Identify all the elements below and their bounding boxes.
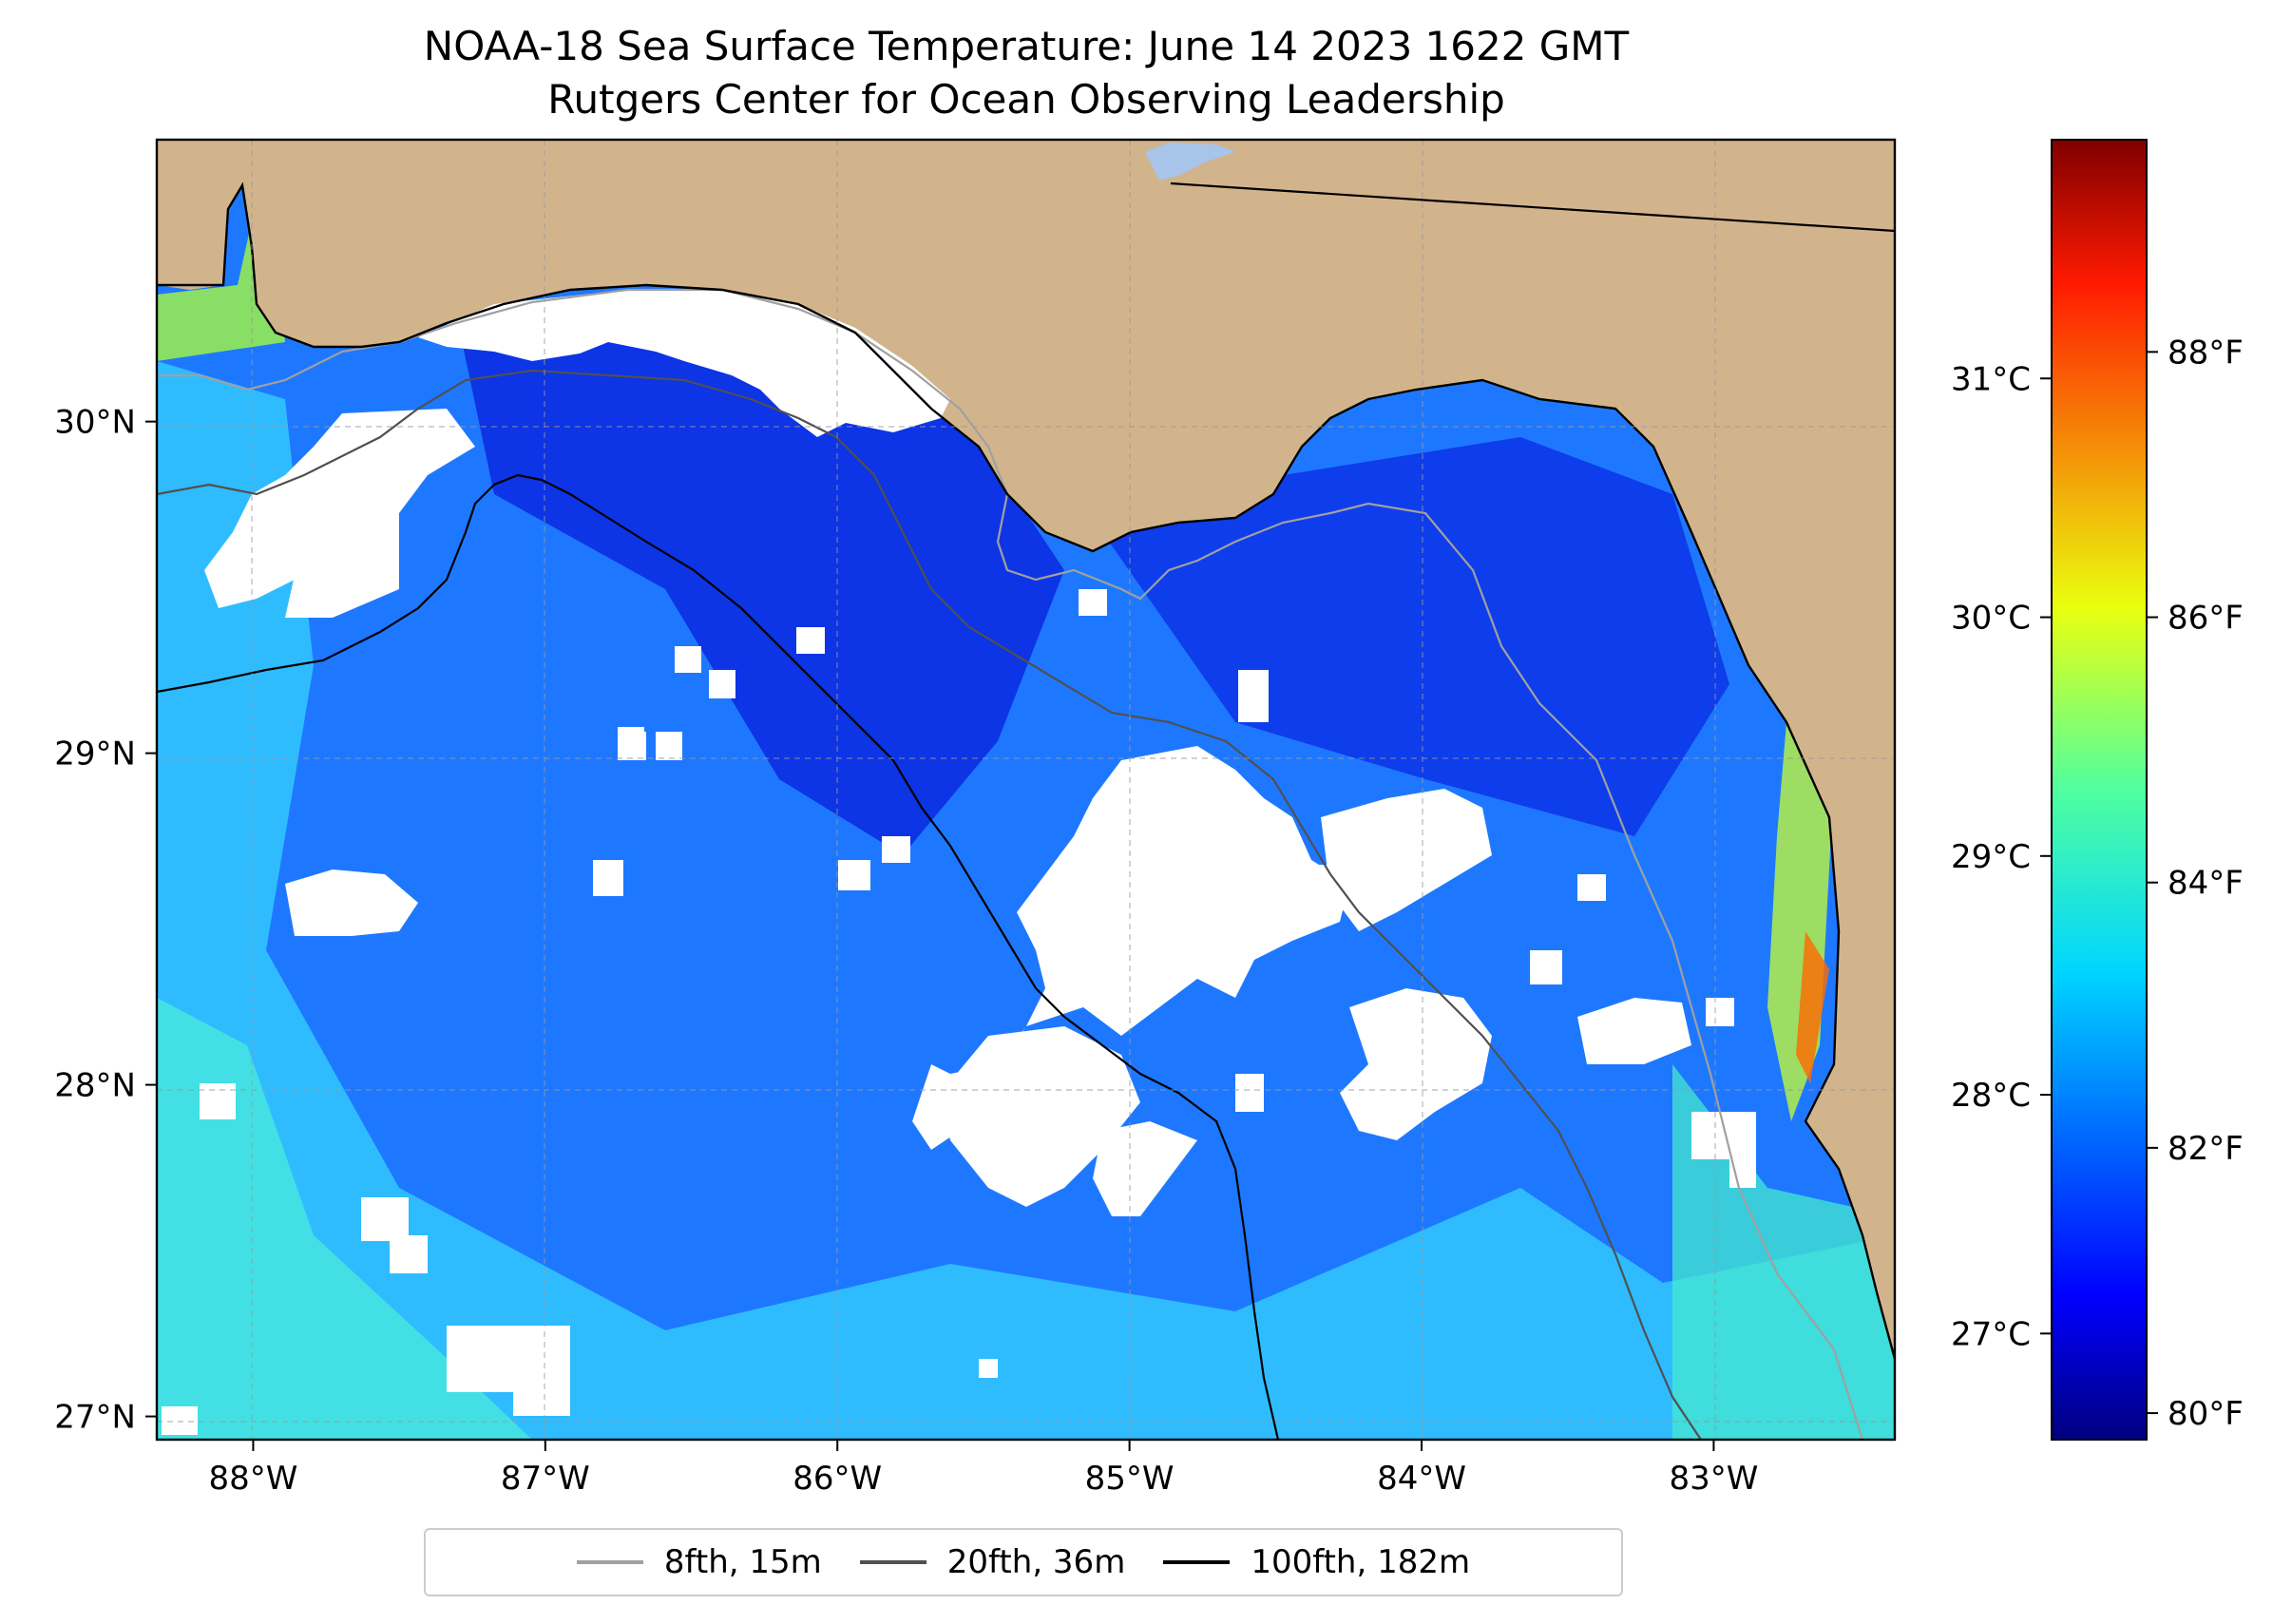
colorbar-f-label: 88°F bbox=[2168, 334, 2244, 372]
legend-item: 100fth, 182m bbox=[1163, 1543, 1470, 1581]
depth-contours bbox=[157, 182, 1895, 1440]
grid bbox=[157, 140, 1895, 1440]
colorbar-f-label: 80°F bbox=[2168, 1395, 2244, 1433]
legend-label: 100fth, 182m bbox=[1251, 1543, 1471, 1581]
lon-tick-label: 88°W bbox=[208, 1460, 297, 1498]
contour-8fth bbox=[157, 288, 1864, 1440]
lat-tick-label: 30°N bbox=[54, 404, 136, 442]
colorbar-fahrenheit-axis: 80°F 82°F 84°F 86°F 88°F bbox=[2147, 334, 2244, 1433]
contour-100fth bbox=[157, 473, 1280, 1440]
legend: 8fth, 15m 20fth, 36m 100fth, 182m bbox=[424, 1528, 1623, 1596]
cloud-mask bbox=[162, 290, 1756, 1435]
colorbar-c-label: 27°C bbox=[1951, 1315, 2031, 1353]
colorbar-f-label: 82°F bbox=[2168, 1130, 2244, 1168]
legend-item: 20fth, 36m bbox=[859, 1543, 1126, 1581]
contour-20fth bbox=[157, 369, 1702, 1440]
lat-tick-label: 28°N bbox=[54, 1067, 136, 1105]
colorbar-f-label: 84°F bbox=[2168, 865, 2244, 903]
sst-cool-core bbox=[456, 304, 1064, 855]
sst-warm-sw bbox=[157, 998, 532, 1440]
chart-subtitle: Rutgers Center for Ocean Observing Leade… bbox=[547, 76, 1505, 123]
legend-line-swatch bbox=[859, 1560, 926, 1564]
sst-hot-coast bbox=[1796, 931, 1829, 1083]
colorbar bbox=[2051, 139, 2148, 1441]
coastline bbox=[157, 182, 1895, 1360]
lon-tick-label: 84°W bbox=[1377, 1460, 1466, 1498]
map-panel bbox=[157, 140, 1895, 1440]
colorbar-c-label: 31°C bbox=[1951, 360, 2031, 398]
lon-tick-label: 85°W bbox=[1085, 1460, 1175, 1498]
colorbar-f-label: 86°F bbox=[2168, 600, 2244, 638]
longitude-axis: 88°W 87°W 86°W 85°W 84°W 83°W bbox=[208, 1440, 1758, 1498]
legend-line-swatch bbox=[1163, 1560, 1231, 1564]
inland-lake bbox=[1145, 143, 1235, 181]
lat-tick-label: 27°N bbox=[54, 1399, 136, 1437]
legend-item: 8fth, 15m bbox=[576, 1543, 822, 1581]
lon-tick-label: 86°W bbox=[793, 1460, 882, 1498]
lon-tick-label: 83°W bbox=[1669, 1460, 1758, 1498]
colorbar-c-label: 28°C bbox=[1951, 1077, 2031, 1115]
legend-label: 8fth, 15m bbox=[663, 1543, 822, 1581]
colorbar-celsius-axis: 27°C 28°C 29°C 30°C 31°C bbox=[1951, 360, 2052, 1353]
lon-tick-label: 87°W bbox=[501, 1460, 590, 1498]
map-frame bbox=[155, 138, 1897, 1442]
colorbar-c-label: 30°C bbox=[1951, 600, 2031, 638]
colorbar-c-label: 29°C bbox=[1951, 838, 2031, 876]
chart-title: NOAA-18 Sea Surface Temperature: June 14… bbox=[423, 23, 1630, 69]
lat-tick-label: 29°N bbox=[54, 736, 136, 774]
state-border-line bbox=[1170, 182, 1895, 233]
latitude-axis: 27°N 28°N 29°N 30°N bbox=[54, 404, 157, 1437]
land bbox=[157, 140, 1895, 1359]
legend-line-swatch bbox=[576, 1560, 643, 1564]
legend-label: 20fth, 36m bbox=[946, 1543, 1126, 1581]
